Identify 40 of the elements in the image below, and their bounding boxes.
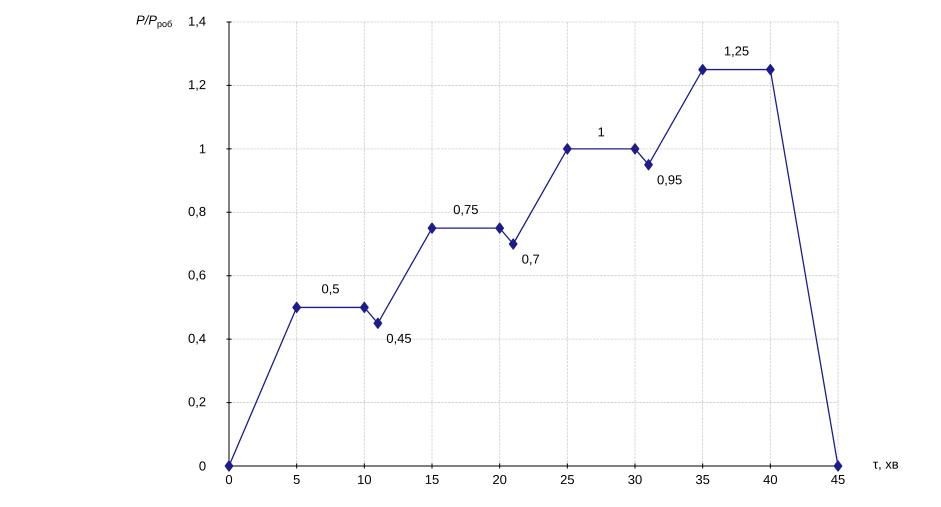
- annotation: 0,5: [322, 284, 339, 295]
- annotation: 1,25: [724, 46, 749, 58]
- annotation: 1: [598, 127, 604, 136]
- x-tick-label: 40: [763, 474, 778, 484]
- y-tick-label: 0,4: [188, 334, 206, 344]
- x-tick-label: 10: [358, 474, 372, 484]
- x-tick-label: 0: [226, 474, 232, 484]
- y-tick-label: 1,2: [189, 80, 206, 91]
- y-axis-title: P/P$_{роб}$: [136, 15, 172, 29]
- point: [373, 318, 382, 329]
- point: [766, 64, 775, 76]
- y-tick-label: 0,2: [188, 397, 206, 408]
- point: [630, 143, 640, 154]
- x-tick-label: 45: [831, 475, 845, 484]
- annotation: 0,75: [454, 204, 478, 216]
- point: [644, 159, 653, 170]
- x-tick-label: 5: [294, 475, 300, 484]
- point: [508, 238, 518, 250]
- point: [224, 460, 234, 472]
- y-tick-label: 0,8: [188, 206, 206, 218]
- x-tick-label: 30: [628, 474, 642, 484]
- point: [698, 64, 708, 76]
- x-tick-label: 25: [560, 474, 574, 484]
- x-axis-title: τ, хв: [873, 462, 898, 470]
- point: [562, 143, 572, 154]
- annotation: 0,45: [386, 334, 412, 344]
- point: [834, 460, 842, 472]
- point: [428, 222, 436, 234]
- y-tick-label: 1,4: [189, 16, 206, 28]
- annotation: 0,95: [658, 175, 682, 186]
- x-tick-label: 15: [426, 475, 439, 484]
- y-tick-label: 0: [199, 461, 206, 471]
- point: [495, 222, 504, 234]
- x-tick-label: 35: [696, 474, 710, 484]
- x-tick-label: 20: [493, 474, 506, 484]
- y-tick-label: 0,6: [188, 270, 206, 282]
- annotation: 0,7: [522, 254, 540, 266]
- y-tick-label: 1: [200, 144, 206, 154]
- point: [360, 302, 369, 314]
- point: [292, 302, 302, 314]
